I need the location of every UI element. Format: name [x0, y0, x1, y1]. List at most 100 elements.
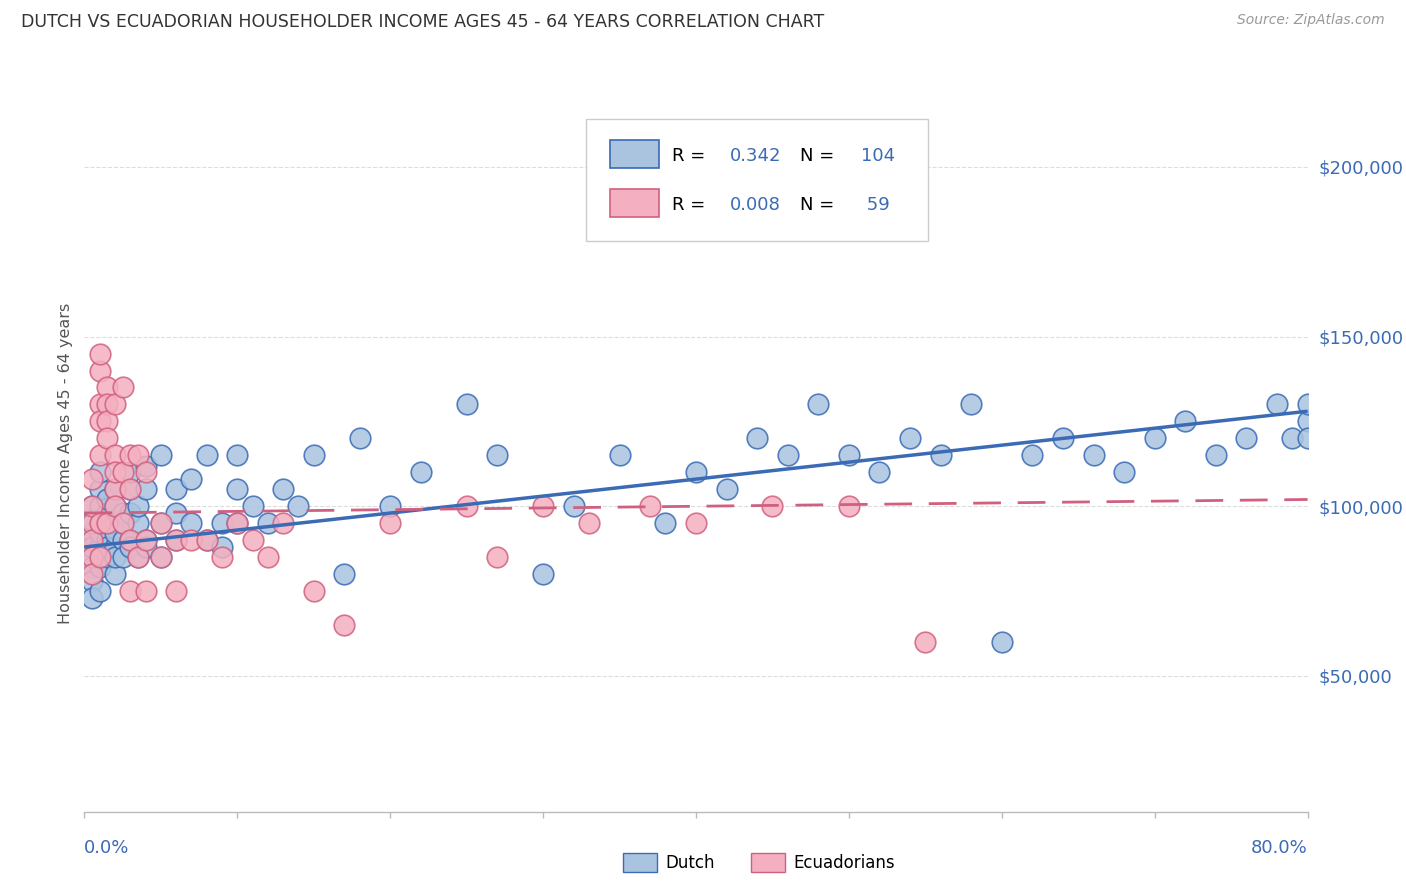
Point — [135, 466, 157, 480]
Point — [211, 550, 233, 565]
Point — [149, 516, 172, 531]
Text: Dutch: Dutch — [665, 854, 714, 871]
Point — [104, 516, 127, 531]
Point — [180, 533, 202, 548]
Point — [257, 550, 280, 565]
Point — [1021, 448, 1043, 462]
Point — [89, 466, 111, 480]
Point — [135, 533, 157, 548]
Point — [1052, 431, 1074, 445]
Point — [195, 533, 218, 548]
Point — [242, 533, 264, 548]
Point — [96, 397, 118, 411]
Point — [486, 550, 509, 565]
Point — [96, 414, 118, 428]
Point — [761, 500, 783, 514]
Point — [165, 533, 187, 548]
Point — [80, 500, 103, 514]
Point — [456, 500, 478, 514]
Point — [180, 516, 202, 531]
Point — [211, 516, 233, 531]
Point — [302, 584, 325, 599]
Point — [1205, 448, 1227, 462]
Point — [120, 533, 142, 548]
Point — [104, 483, 127, 497]
Point — [1265, 397, 1288, 411]
Point — [104, 448, 127, 462]
Point — [609, 448, 631, 462]
Point — [287, 500, 309, 514]
Point — [80, 533, 103, 548]
Point — [120, 466, 142, 480]
Point — [135, 584, 157, 599]
Point — [638, 500, 661, 514]
Point — [776, 448, 799, 462]
Point — [685, 466, 707, 480]
Point — [531, 500, 554, 514]
Point — [120, 533, 142, 548]
Text: 104: 104 — [860, 147, 896, 165]
Point — [89, 414, 111, 428]
Point — [104, 567, 127, 582]
Point — [80, 550, 103, 565]
Point — [104, 500, 127, 514]
Point — [89, 516, 111, 531]
Point — [120, 483, 142, 497]
Text: 59: 59 — [860, 196, 890, 214]
Point — [127, 550, 149, 565]
Point — [120, 483, 142, 497]
Point — [104, 397, 127, 411]
Text: N =: N = — [800, 147, 839, 165]
Point — [869, 466, 891, 480]
Point — [1234, 431, 1257, 445]
Point — [96, 431, 118, 445]
Text: R =: R = — [672, 196, 710, 214]
Point — [838, 500, 860, 514]
Point — [89, 346, 111, 360]
Point — [96, 533, 118, 548]
Point — [120, 506, 142, 520]
Point — [807, 397, 830, 411]
Point — [96, 540, 118, 554]
Point — [80, 560, 103, 574]
Point — [80, 516, 103, 531]
Point — [257, 516, 280, 531]
Point — [380, 516, 402, 531]
Point — [165, 483, 187, 497]
Point — [685, 516, 707, 531]
Point — [1114, 466, 1136, 480]
Point — [80, 513, 103, 527]
Point — [195, 448, 218, 462]
FancyBboxPatch shape — [586, 120, 928, 241]
Point — [80, 540, 103, 554]
Point — [456, 397, 478, 411]
Point — [104, 483, 127, 497]
Point — [89, 363, 111, 377]
Point — [135, 540, 157, 554]
Point — [89, 540, 111, 554]
Point — [111, 380, 134, 394]
Point — [96, 550, 118, 565]
Point — [104, 540, 127, 554]
Point — [1296, 414, 1319, 428]
Point — [149, 550, 172, 565]
Point — [271, 483, 294, 497]
Point — [149, 448, 172, 462]
Point — [111, 506, 134, 520]
Point — [80, 591, 103, 605]
Text: Source: ZipAtlas.com: Source: ZipAtlas.com — [1237, 13, 1385, 28]
Point — [104, 466, 127, 480]
Text: N =: N = — [800, 196, 839, 214]
Point — [716, 483, 738, 497]
Point — [914, 635, 936, 649]
Point — [486, 448, 509, 462]
Point — [226, 516, 249, 531]
Point — [165, 506, 187, 520]
Point — [96, 516, 118, 531]
Point — [111, 516, 134, 531]
Point — [333, 618, 356, 632]
Point — [929, 448, 952, 462]
FancyBboxPatch shape — [610, 140, 659, 169]
Point — [89, 483, 111, 497]
FancyBboxPatch shape — [751, 853, 786, 872]
